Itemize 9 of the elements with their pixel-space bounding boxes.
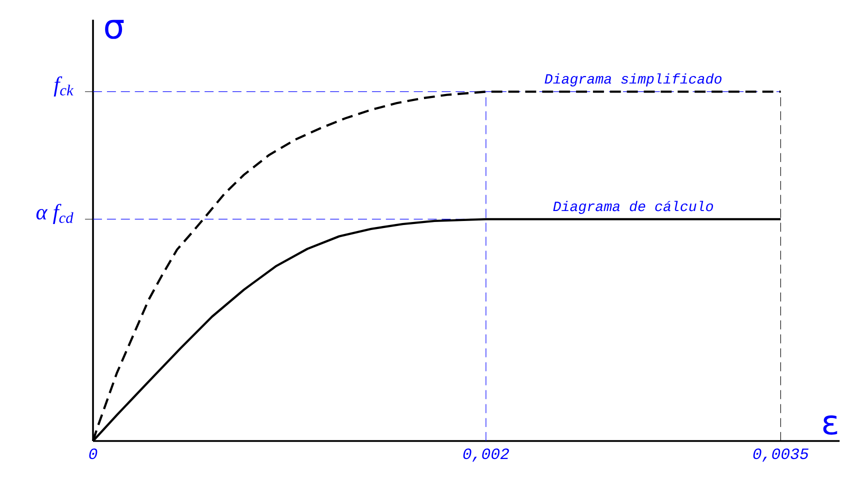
x-tick-label: 0,002 <box>463 448 509 462</box>
x-tick-label: 0,0035 <box>753 448 808 462</box>
x-tick-label: 0 <box>89 448 98 460</box>
ref-line-label: f$_{ck}$ <box>54 76 74 96</box>
series-label: Diagrama de cálculo <box>553 200 714 214</box>
series-label: Diagrama simplificado <box>544 73 722 86</box>
ref-line-label: α f$_{cd}$ <box>36 204 74 224</box>
y-axis-title: σ <box>105 20 124 39</box>
x-axis-title: ε <box>823 415 838 435</box>
